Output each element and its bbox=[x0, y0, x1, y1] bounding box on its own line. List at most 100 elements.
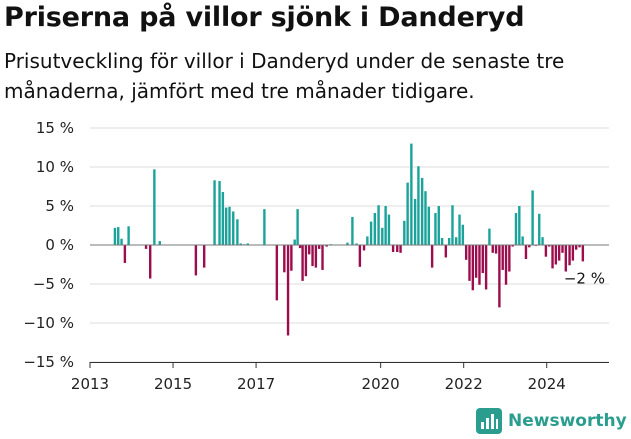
bar bbox=[113, 227, 117, 245]
bar bbox=[117, 227, 120, 245]
x-tick-label: 2024 bbox=[528, 375, 566, 393]
bar bbox=[311, 245, 314, 267]
bar bbox=[511, 245, 514, 247]
bar bbox=[531, 190, 534, 245]
chart-subtitle: Prisutveckling för villor i Danderyd und… bbox=[4, 49, 565, 103]
bar bbox=[498, 245, 501, 308]
y-tick-label: 0 % bbox=[45, 236, 74, 254]
bar bbox=[491, 245, 494, 253]
bar bbox=[557, 245, 561, 261]
bar bbox=[373, 213, 377, 245]
bar bbox=[410, 143, 413, 245]
bar bbox=[464, 245, 468, 260]
bar bbox=[377, 205, 380, 245]
bar bbox=[554, 245, 558, 265]
bar bbox=[391, 245, 395, 253]
bar bbox=[120, 238, 123, 245]
bar bbox=[581, 245, 585, 262]
bar bbox=[239, 243, 242, 245]
bar bbox=[447, 237, 451, 245]
bar bbox=[351, 216, 354, 245]
tick-labels: −15 % −10 % −5 % 0 % 5 % 10 % 15 % 2013 2015 2017… bbox=[23, 119, 566, 393]
x-tick-label: 2020 bbox=[362, 375, 400, 393]
bar bbox=[224, 207, 228, 245]
bar bbox=[468, 245, 471, 281]
bar bbox=[548, 245, 551, 247]
bar bbox=[514, 213, 518, 245]
bar bbox=[458, 214, 461, 245]
bar bbox=[158, 241, 161, 245]
bar bbox=[574, 245, 578, 250]
bar bbox=[325, 245, 328, 247]
bar bbox=[308, 245, 311, 255]
y-tick-label: 10 % bbox=[36, 158, 74, 176]
bar bbox=[474, 245, 478, 278]
bar bbox=[444, 245, 448, 258]
bar bbox=[528, 245, 531, 248]
bar bbox=[501, 245, 504, 270]
x-tick-label: 2017 bbox=[237, 375, 275, 393]
bar bbox=[314, 245, 318, 268]
bar bbox=[304, 245, 308, 277]
bar bbox=[218, 181, 221, 245]
bar bbox=[355, 243, 358, 245]
bar bbox=[434, 213, 437, 245]
bar bbox=[406, 182, 409, 245]
x-tick-label: 2013 bbox=[71, 375, 109, 393]
bar bbox=[424, 191, 427, 245]
bar bbox=[286, 245, 290, 336]
bar bbox=[246, 243, 249, 245]
latest-value-label: −2 % bbox=[564, 270, 605, 288]
bar bbox=[541, 237, 544, 245]
bar bbox=[366, 236, 369, 245]
bar bbox=[228, 206, 231, 245]
bar bbox=[202, 245, 206, 268]
bar bbox=[451, 205, 454, 245]
bar bbox=[478, 245, 481, 285]
bar bbox=[149, 245, 152, 279]
bar bbox=[544, 245, 548, 257]
bars bbox=[113, 143, 585, 336]
bar bbox=[413, 198, 417, 245]
bar bbox=[561, 245, 564, 253]
bar bbox=[461, 224, 465, 245]
bar bbox=[578, 245, 581, 248]
y-tick-label: 15 % bbox=[36, 119, 74, 137]
bar bbox=[420, 177, 424, 245]
bar bbox=[317, 245, 321, 249]
x-tick-label: 2015 bbox=[154, 375, 192, 393]
bar bbox=[538, 213, 541, 245]
y-tick-label: −10 % bbox=[23, 314, 74, 332]
bar bbox=[571, 245, 575, 261]
bar bbox=[346, 242, 349, 245]
y-tick-label: −15 % bbox=[23, 353, 74, 371]
bar bbox=[430, 245, 434, 268]
bar bbox=[301, 245, 304, 281]
bar bbox=[296, 209, 299, 245]
bar bbox=[521, 236, 524, 245]
bar bbox=[236, 219, 239, 245]
bar bbox=[504, 245, 508, 285]
bar bbox=[437, 206, 440, 245]
bar bbox=[524, 245, 528, 260]
bar bbox=[484, 245, 488, 290]
bar bbox=[384, 206, 387, 245]
bar bbox=[508, 245, 511, 272]
bar bbox=[362, 245, 366, 251]
bar bbox=[387, 214, 391, 245]
bar bbox=[564, 245, 568, 272]
bar bbox=[481, 245, 484, 274]
bar bbox=[290, 245, 293, 271]
bar bbox=[232, 211, 235, 245]
bar bbox=[194, 245, 198, 276]
bar bbox=[275, 245, 279, 301]
y-tick-label: −5 % bbox=[33, 275, 74, 293]
bar bbox=[551, 245, 554, 269]
bar bbox=[298, 245, 302, 249]
bar bbox=[455, 237, 458, 245]
axes bbox=[89, 244, 609, 368]
x-tick-label: 2022 bbox=[445, 375, 483, 393]
newsworthy-logo: Newsworthy bbox=[476, 408, 627, 434]
bar bbox=[263, 209, 266, 245]
